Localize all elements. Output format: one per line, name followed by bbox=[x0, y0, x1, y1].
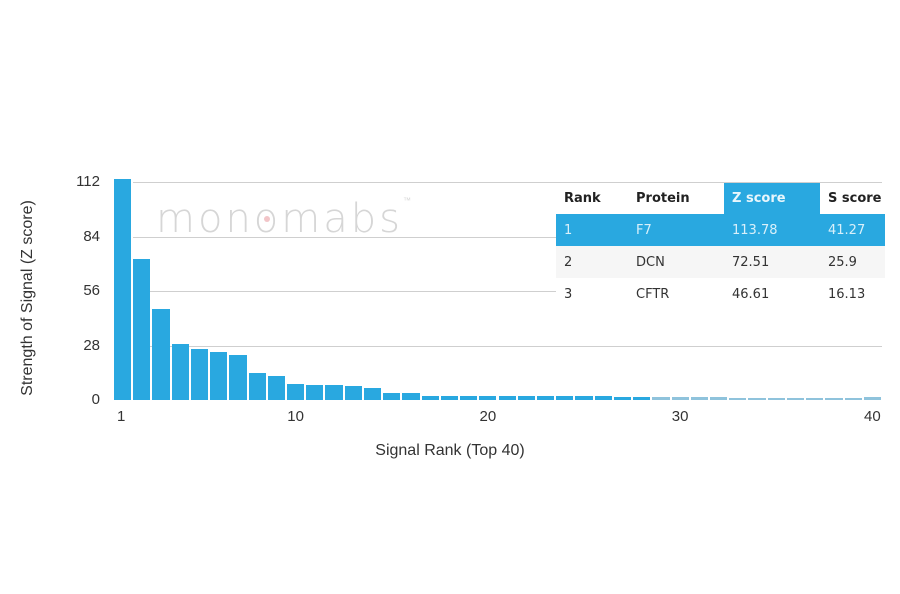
bar-rank-23 bbox=[536, 396, 555, 400]
bar-rank-36 bbox=[786, 397, 805, 400]
bar-rank-32 bbox=[709, 397, 728, 400]
bar-rank-39 bbox=[844, 397, 862, 400]
table-header-row: Rank Protein Z score S score bbox=[556, 183, 885, 214]
bar-rank-40 bbox=[863, 397, 881, 400]
bar-rank-37 bbox=[806, 397, 824, 400]
watermark-logo: monomabs™ bbox=[156, 196, 414, 242]
bar-rank-18 bbox=[440, 395, 459, 400]
bar-rank-1 bbox=[114, 178, 132, 400]
table-row: 1 F7 113.78 41.27 bbox=[556, 214, 885, 246]
y-axis-title: Strength of Signal (Z score) bbox=[19, 200, 36, 396]
cell-z-score: 72.51 bbox=[724, 246, 820, 278]
bar-rank-30 bbox=[671, 397, 689, 400]
bar-rank-6 bbox=[210, 352, 228, 400]
bar-rank-31 bbox=[690, 397, 708, 400]
cell-protein: DCN bbox=[628, 246, 724, 278]
header-rank: Rank bbox=[564, 191, 601, 206]
bar-rank-38 bbox=[825, 397, 843, 400]
bar-rank-12 bbox=[325, 385, 343, 400]
bar-rank-11 bbox=[306, 385, 324, 400]
gridline bbox=[133, 237, 882, 238]
bar-rank-16 bbox=[402, 393, 420, 400]
bar-rank-22 bbox=[517, 396, 535, 400]
y-tick-label: 56 bbox=[83, 282, 100, 299]
cell-s-score: 25.9 bbox=[820, 246, 885, 278]
bar-rank-24 bbox=[556, 396, 574, 400]
cell-s-score: 16.13 bbox=[828, 286, 866, 302]
bar-rank-17 bbox=[421, 395, 439, 400]
cell-rank: 1 bbox=[556, 214, 628, 246]
cell-s-score: 41.27 bbox=[820, 214, 885, 246]
bar-rank-4 bbox=[171, 343, 189, 400]
bar-rank-13 bbox=[344, 386, 362, 400]
gridline bbox=[133, 291, 882, 292]
x-tick-label: 10 bbox=[287, 408, 304, 425]
cell-z-score: 46.61 bbox=[732, 286, 770, 302]
bar-rank-3 bbox=[152, 309, 170, 400]
x-tick-label: 20 bbox=[479, 408, 497, 425]
gridline bbox=[133, 182, 882, 183]
y-tick-label: 84 bbox=[83, 228, 100, 245]
cell-protein: F7 bbox=[628, 214, 724, 246]
bar-rank-28 bbox=[633, 397, 651, 400]
table-row: 3 CFTR 46.61 16.13 bbox=[556, 278, 885, 310]
bar-rank-25 bbox=[575, 396, 593, 400]
header-z-score: Z score bbox=[724, 183, 820, 214]
watermark-text: monomabs bbox=[156, 196, 403, 242]
bar-rank-29 bbox=[652, 397, 670, 400]
y-tick-label: 0 bbox=[91, 391, 100, 408]
bar-rank-9 bbox=[267, 375, 286, 400]
header-s-score: S score bbox=[828, 191, 882, 206]
logo-antibody-icon bbox=[264, 216, 270, 222]
top-proteins-table: Rank Protein Z score S score 1 F7 113.78… bbox=[556, 183, 885, 310]
bar-rank-15 bbox=[383, 393, 401, 400]
bar-rank-21 bbox=[498, 396, 516, 400]
bar-rank-34 bbox=[748, 397, 766, 400]
x-tick-label: 30 bbox=[671, 408, 689, 425]
bar-rank-14 bbox=[363, 388, 382, 400]
bar-rank-8 bbox=[248, 372, 266, 400]
bar-rank-27 bbox=[613, 396, 632, 400]
cell-rank: 2 bbox=[556, 246, 628, 278]
cell-protein: CFTR bbox=[636, 286, 670, 302]
bar-rank-7 bbox=[229, 355, 247, 400]
x-tick-label: 40 bbox=[864, 408, 881, 425]
bar-rank-2 bbox=[133, 258, 151, 400]
x-axis-title: Signal Rank (Top 40) bbox=[375, 442, 525, 459]
bar-rank-35 bbox=[767, 397, 785, 400]
gridline bbox=[133, 346, 882, 347]
cell-rank: 3 bbox=[564, 286, 573, 302]
header-protein: Protein bbox=[636, 191, 690, 206]
bar-rank-19 bbox=[460, 395, 478, 400]
bar-rank-33 bbox=[729, 397, 747, 400]
y-tick-label: 28 bbox=[83, 337, 100, 354]
bar-rank-10 bbox=[287, 384, 305, 400]
bar-rank-5 bbox=[190, 349, 209, 400]
trademark-symbol: ™ bbox=[402, 196, 414, 205]
bar-rank-26 bbox=[594, 396, 612, 400]
y-tick-label: 112 bbox=[76, 173, 100, 190]
x-tick-label: 1 bbox=[116, 408, 126, 425]
table-row: 2 DCN 72.51 25.9 bbox=[556, 246, 885, 278]
cell-z-score: 113.78 bbox=[724, 214, 820, 246]
bar-rank-20 bbox=[479, 396, 497, 400]
